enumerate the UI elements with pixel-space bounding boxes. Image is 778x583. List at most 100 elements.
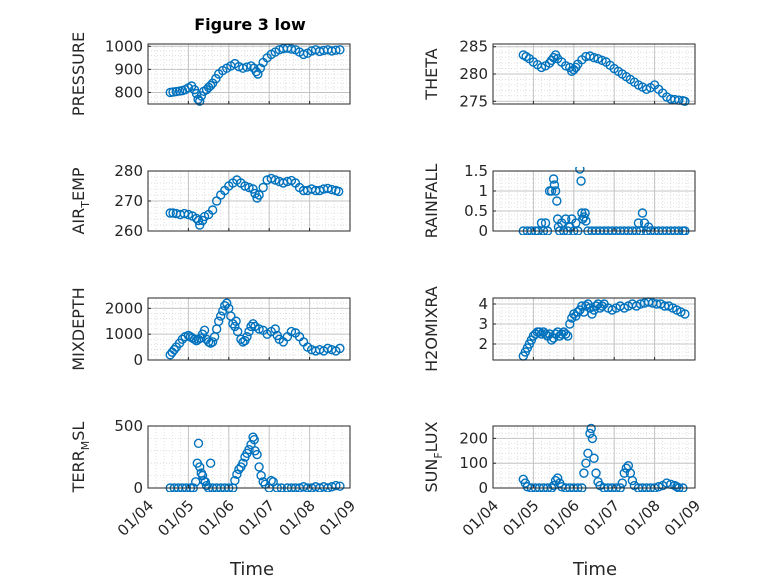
data-point — [586, 423, 596, 434]
y-tick-label: 285 — [459, 38, 488, 56]
data-point — [619, 468, 629, 478]
data-point — [589, 453, 599, 463]
x-tick-label: 01/04 — [459, 496, 502, 539]
data-point — [240, 181, 250, 191]
axes-box — [147, 297, 351, 361]
data-point — [246, 321, 256, 332]
y-axis-label: SUNFLUX — [422, 421, 445, 492]
data-point — [579, 468, 589, 478]
data-point — [222, 298, 232, 308]
data-point — [252, 449, 262, 460]
data-point — [196, 91, 207, 101]
data-point — [548, 52, 559, 63]
data-point — [256, 470, 266, 481]
x-tick-label: 01/04 — [114, 496, 157, 539]
data-point — [549, 180, 560, 190]
y-tick-label: 260 — [114, 222, 143, 240]
x-tick-label: 01/06 — [195, 496, 238, 539]
data-point — [556, 329, 567, 339]
data-point — [335, 45, 345, 55]
y-axis-label: AIRTEMP — [69, 167, 92, 234]
y-tick-label: 200 — [459, 429, 488, 447]
data-point — [550, 186, 561, 196]
data-point — [231, 316, 241, 326]
data-point — [680, 309, 690, 319]
data-point — [199, 475, 209, 486]
y-tick-label: 800 — [114, 83, 143, 101]
data-point — [680, 96, 690, 106]
axes-box — [492, 170, 696, 232]
data-point — [662, 478, 672, 488]
y-tick-label: 0.5 — [464, 202, 488, 220]
y-tick-label: 3 — [478, 315, 488, 333]
y-tick-label: 0 — [478, 479, 488, 497]
figure-title: Figure 3 low — [194, 15, 306, 34]
data-point — [189, 334, 200, 345]
data-point — [244, 444, 254, 455]
x-tick-label: 01/05 — [154, 496, 197, 539]
data-point — [183, 209, 194, 220]
y-tick-label: 1 — [478, 182, 488, 200]
y-tick-label: 4 — [478, 295, 488, 313]
data-point — [238, 458, 248, 468]
data-point — [254, 190, 264, 200]
data-point — [199, 325, 210, 335]
data-point — [546, 186, 557, 196]
x-tick-label: 01/07 — [580, 496, 623, 539]
y-tick-label: 900 — [114, 60, 143, 78]
data-point — [211, 73, 221, 84]
y-tick-label: 275 — [459, 92, 488, 110]
data-point — [218, 306, 228, 316]
y-tick-label: 280 — [114, 162, 143, 180]
data-point — [581, 216, 591, 226]
data-point — [561, 329, 571, 339]
data-point — [266, 173, 276, 184]
data-point — [561, 214, 571, 224]
data-point — [585, 428, 595, 439]
data-point — [298, 49, 309, 60]
data-point — [589, 52, 599, 63]
data-point — [627, 475, 638, 486]
data-point — [248, 319, 258, 329]
data-point — [258, 182, 268, 193]
data-point — [254, 324, 264, 334]
data-point — [242, 332, 252, 342]
data-point — [597, 301, 607, 311]
y-axis-label: THETA — [422, 48, 441, 100]
data-point — [232, 469, 242, 480]
data-point — [672, 482, 682, 492]
subplot-pressure: 800 900 1000 PRESSURE — [69, 32, 351, 116]
data-point — [333, 186, 344, 197]
data-point — [249, 434, 259, 445]
y-tick-label: 0 — [133, 351, 143, 369]
data-series — [518, 297, 690, 361]
plot-area — [493, 171, 695, 231]
x-tick-label: 01/07 — [235, 496, 278, 539]
data-point — [193, 438, 204, 449]
data-point — [248, 184, 258, 194]
data-point — [565, 319, 575, 329]
data-point — [270, 175, 280, 185]
data-point — [335, 343, 345, 354]
data-point — [195, 462, 205, 472]
subplot-rainfall: 0 0.5 1 1.5 RAINFALL — [422, 162, 696, 240]
data-point — [207, 205, 218, 215]
data-series — [165, 298, 345, 360]
y-tick-label: 500 — [114, 417, 143, 435]
axes-box — [147, 43, 351, 105]
data-point — [323, 343, 333, 354]
data-point — [563, 331, 573, 341]
data-point — [637, 208, 648, 218]
data-point — [216, 311, 226, 321]
x-tick-label: 01/08 — [275, 496, 318, 539]
x-axis-label-left: Time — [229, 559, 274, 580]
data-point — [205, 338, 216, 348]
y-tick-label: 2 — [478, 335, 488, 353]
y-axis-label: PRESSURE — [69, 32, 88, 116]
axes-box — [492, 297, 696, 361]
data-point — [576, 176, 586, 186]
